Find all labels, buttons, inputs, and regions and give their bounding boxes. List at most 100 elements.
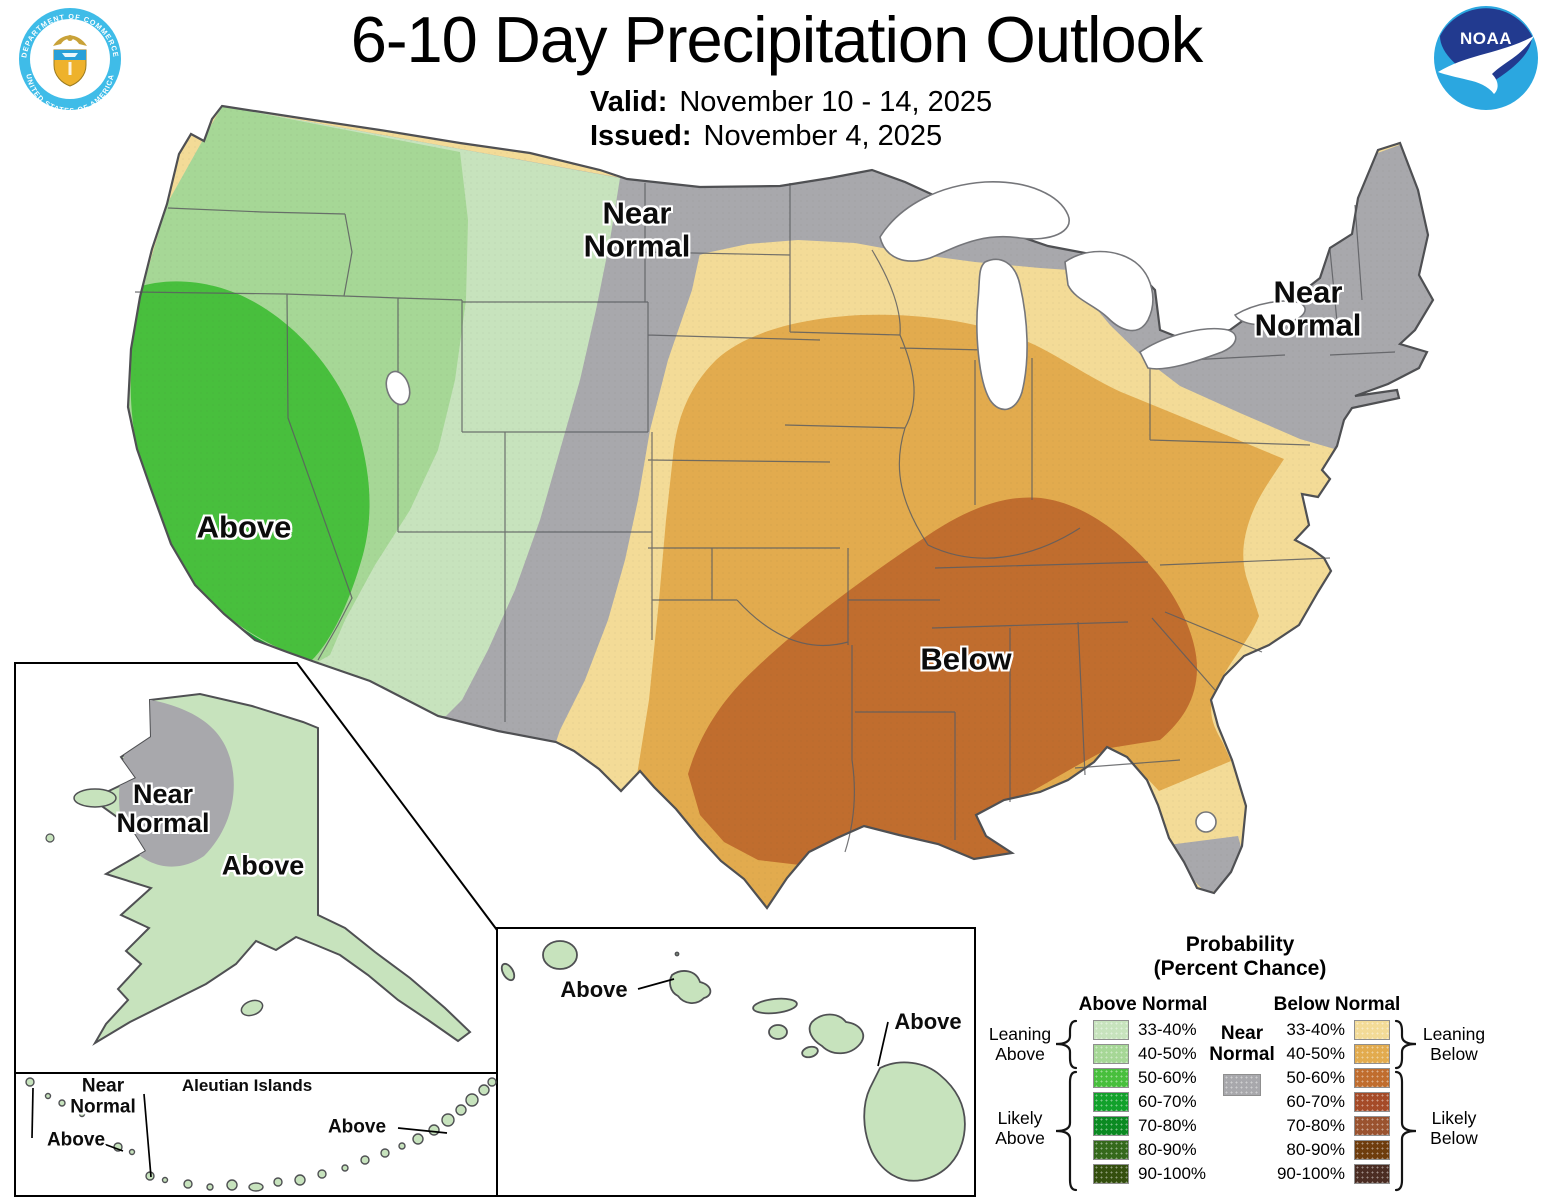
legend-group-likely-above: Likely Above — [995, 1108, 1045, 1148]
range-label: 60-70% — [1138, 1092, 1197, 1111]
range-label: 80-90% — [1138, 1140, 1197, 1159]
state-borders — [134, 183, 1396, 853]
kaula-dot — [674, 951, 680, 957]
label-near-normal-west: Near Normal — [583, 195, 691, 264]
range-label: 33-40% — [1138, 1020, 1197, 1039]
legend-below-header: Below Normal — [1273, 994, 1401, 1015]
range-label: 90-100% — [1276, 1164, 1345, 1183]
bering-island — [45, 833, 55, 843]
legend-near-normal: Near Normal — [1192, 1023, 1292, 1096]
noaa-seagull-icon — [1438, 36, 1534, 94]
label-aleutian-above-west: Above — [46, 1129, 106, 1151]
range-label: 50-60% — [1286, 1068, 1345, 1087]
label-near-normal-east: Near Normal — [1254, 274, 1362, 343]
legend-title-line1: Probability — [1185, 933, 1295, 956]
conus-region-fills — [128, 106, 1433, 908]
aleutian-west-pointer — [31, 1087, 34, 1139]
label-aleutian-islands-title: Aleutian Islands — [181, 1075, 313, 1095]
hawaii-big-island-pointer — [877, 1021, 889, 1067]
lake-ontario — [1233, 300, 1306, 326]
aleutian-above-west-pointer — [103, 1143, 124, 1152]
legend-group-leaning-below: Leaning Below — [1422, 1024, 1486, 1064]
swatch-below-33-40 — [1354, 1020, 1390, 1040]
swatch-below-50-60 — [1354, 1068, 1390, 1088]
aleutian-near-normal-pointer — [143, 1093, 152, 1178]
legend-row: 33-40% — [1093, 1020, 1206, 1040]
brace-likely-above — [1055, 1070, 1078, 1192]
legend-title: Probability (Percent Chance) — [1140, 933, 1340, 981]
legend-row: 80-90% — [1093, 1140, 1206, 1160]
legend-row: 33-40% — [1275, 1020, 1390, 1040]
range-label: 33-40% — [1286, 1020, 1345, 1039]
legend-row: 40-50% — [1093, 1044, 1206, 1064]
noaa-logo: NOAA — [1434, 6, 1538, 110]
noaa-wordmark: NOAA — [1460, 29, 1512, 48]
brace-leaning-below — [1394, 1019, 1417, 1070]
range-label: 50-60% — [1138, 1068, 1197, 1087]
label-pointer-lines — [31, 978, 889, 1178]
validity-block: Valid: November 10 - 14, 2025 Issued: Nove… — [590, 85, 992, 153]
label-hawaii-above-oahu: Above — [560, 977, 628, 1003]
legend-row: 50-60% — [1093, 1068, 1206, 1088]
swatch-below-60-70 — [1354, 1092, 1390, 1112]
legend-above-header: Above Normal — [1078, 994, 1208, 1015]
maui — [808, 1013, 865, 1055]
great-salt-lake — [385, 370, 411, 406]
brace-leaning-above — [1055, 1019, 1078, 1070]
valid-label: Valid: — [590, 86, 668, 118]
label-aleutian-near-normal: Near Normal — [70, 1075, 136, 1117]
oahu — [669, 970, 712, 1004]
swatch-above-80-90 — [1093, 1140, 1129, 1160]
range-label: 40-50% — [1138, 1044, 1197, 1063]
lake-erie — [1138, 327, 1237, 370]
swatch-below-80-90 — [1354, 1140, 1390, 1160]
alaska-map — [45, 692, 472, 1046]
swatch-above-50-60 — [1093, 1068, 1129, 1088]
big-island — [863, 1061, 966, 1182]
aleutian-above-east-pointer — [397, 1127, 448, 1134]
swatch-below-90-100 — [1354, 1164, 1390, 1184]
swatch-above-33-40 — [1093, 1020, 1129, 1040]
hawaii-oahu-pointer — [637, 978, 675, 990]
st-lawrence-island — [73, 788, 117, 808]
swatch-above-90-100 — [1093, 1164, 1129, 1184]
legend-near-normal-label: Near Normal — [1209, 1023, 1275, 1065]
legend-row: 80-90% — [1275, 1140, 1390, 1160]
legend-braces — [1055, 1019, 1417, 1192]
range-label: 40-50% — [1286, 1044, 1345, 1063]
legend-row: 70-80% — [1093, 1116, 1206, 1136]
valid-value: November 10 - 14, 2025 — [679, 86, 993, 118]
lake-huron — [1064, 250, 1154, 332]
hawaii-islands — [500, 940, 966, 1182]
legend-row: 60-70% — [1093, 1092, 1206, 1112]
legend-group-likely-below: Likely Below — [1430, 1108, 1478, 1148]
range-label: 70-80% — [1138, 1116, 1197, 1135]
lake-okeechobee — [1195, 811, 1217, 833]
legend-row: 90-100% — [1275, 1164, 1390, 1184]
alaska-near-normal-region — [119, 698, 234, 867]
lanai — [768, 1024, 788, 1040]
page-title: 6-10 Day Precipitation Outlook — [350, 3, 1204, 76]
legend-below-column: 33-40% 40-50% 50-60% 60-70% 70-80% 80-90… — [1275, 1020, 1390, 1188]
kahoolawe — [801, 1045, 819, 1059]
brace-likely-below — [1394, 1070, 1417, 1192]
doc-eagle-icon — [53, 35, 87, 46]
range-label: 80-90% — [1286, 1140, 1345, 1159]
legend-row: 70-80% — [1275, 1116, 1390, 1136]
swatch-near-normal — [1223, 1074, 1261, 1096]
legend-row: 90-100% — [1093, 1164, 1206, 1184]
doc-seal-logo: DEPARTMENT OF COMMERCE UNITED STATES OF … — [19, 8, 121, 115]
legend-group-leaning-above: Leaning Above — [988, 1024, 1052, 1064]
label-alaska-near-normal: Near Normal — [116, 778, 210, 838]
doc-ship-icon — [62, 53, 78, 57]
label-alaska-above: Above — [221, 850, 305, 881]
lakes — [385, 181, 1306, 833]
issued-row: Issued: November 4, 2025 — [590, 119, 992, 153]
lake-michigan — [976, 258, 1028, 411]
doc-lighthouse-icon — [68, 62, 72, 75]
swatch-below-40-50 — [1354, 1044, 1390, 1064]
swatch-above-60-70 — [1093, 1092, 1129, 1112]
label-below-south: Below — [920, 641, 1012, 677]
